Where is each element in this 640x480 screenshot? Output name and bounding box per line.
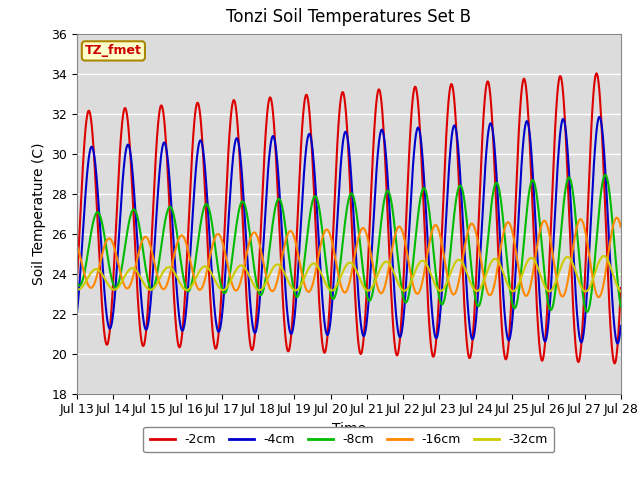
Y-axis label: Soil Temperature (C): Soil Temperature (C) [31, 143, 45, 285]
X-axis label: Time: Time [332, 422, 366, 436]
Text: TZ_fmet: TZ_fmet [85, 44, 142, 58]
Legend: -2cm, -4cm, -8cm, -16cm, -32cm: -2cm, -4cm, -8cm, -16cm, -32cm [143, 427, 554, 452]
Title: Tonzi Soil Temperatures Set B: Tonzi Soil Temperatures Set B [227, 9, 471, 26]
